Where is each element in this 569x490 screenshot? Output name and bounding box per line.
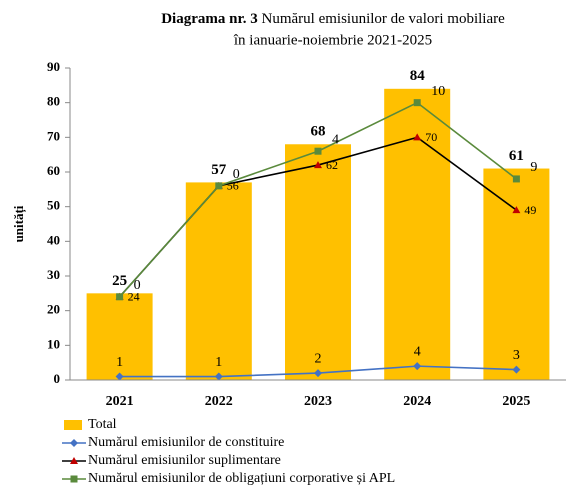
x-tick-label: 2021 <box>106 394 134 409</box>
line-marker <box>214 372 223 381</box>
bar-value-label: 25 <box>112 273 127 289</box>
bar-value-label: 84 <box>410 68 426 84</box>
x-tick-label: 2024 <box>403 394 431 409</box>
line-marker <box>314 147 322 155</box>
line-marker <box>413 99 421 107</box>
line-value-label: 3 <box>513 348 520 363</box>
y-tick-label: 0 <box>54 371 61 386</box>
line-marker <box>314 161 322 169</box>
line-value-label: 10 <box>431 84 445 99</box>
line-value-label: 49 <box>524 203 536 217</box>
bar-value-label: 68 <box>311 124 326 140</box>
line-value-label: 0 <box>233 167 240 182</box>
line-marker <box>215 182 223 190</box>
x-tick-label: 2025 <box>502 394 530 409</box>
y-tick-label: 10 <box>47 336 60 351</box>
y-tick-label: 80 <box>47 94 60 109</box>
line-value-label: 1 <box>215 355 222 370</box>
legend-label: Numărul emisiunilor suplimentare <box>88 453 281 468</box>
y-tick-label: 90 <box>47 59 60 74</box>
line-value-label: 9 <box>530 160 537 175</box>
line-marker <box>314 369 322 378</box>
bar <box>285 144 351 380</box>
y-tick-label: 30 <box>47 267 60 282</box>
line-marker <box>512 365 521 374</box>
line-marker <box>413 362 422 371</box>
title-text: Numărul emisiunilor de valori mobiliare <box>262 11 506 27</box>
legend-marker <box>70 439 78 447</box>
line-marker <box>115 372 124 381</box>
line-marker <box>413 133 422 141</box>
line-value-label: 2 <box>315 351 322 366</box>
legend-marker <box>70 475 78 483</box>
line-value-label: 1 <box>116 355 123 370</box>
y-tick-label: 60 <box>47 163 60 178</box>
chart-title: Diagrama nr. 3 Numărul emisiunilor de va… <box>161 11 505 27</box>
chart-subtitle: în ianuarie-noiembrie 2021-2025 <box>233 32 432 48</box>
legend-label: Numărul emisiunilor de obligațiuni corpo… <box>88 471 395 486</box>
line-value-label: 62 <box>326 158 338 172</box>
line-value-label: 70 <box>425 130 437 144</box>
y-tick-label: 70 <box>47 128 60 143</box>
line-marker <box>116 293 124 301</box>
line-value-label: 24 <box>128 290 140 304</box>
legend-label: Numărul emisiunilor de constituire <box>88 435 284 450</box>
line-value-label: 4 <box>414 344 421 359</box>
y-axis-label: unități <box>11 205 27 242</box>
line-value-label: 4 <box>332 132 339 147</box>
bar-value-label: 61 <box>509 148 524 164</box>
legend-label: Total <box>88 417 117 432</box>
y-tick-label: 50 <box>47 198 60 213</box>
x-tick-label: 2023 <box>304 394 332 409</box>
bar <box>483 168 550 380</box>
x-tick-label: 2022 <box>205 394 233 409</box>
line-marker <box>512 206 521 214</box>
bar <box>384 88 451 381</box>
title-number: Diagrama nr. 3 <box>161 11 258 27</box>
y-tick-label: 20 <box>47 302 60 317</box>
y-tick-label: 40 <box>47 232 60 247</box>
bar <box>86 293 153 380</box>
legend-marker <box>70 457 78 464</box>
bar-value-label: 57 <box>211 162 227 178</box>
bar <box>185 182 252 380</box>
line-value-label: 0 <box>134 278 141 293</box>
legend-swatch <box>64 420 82 430</box>
line-marker <box>512 175 520 183</box>
